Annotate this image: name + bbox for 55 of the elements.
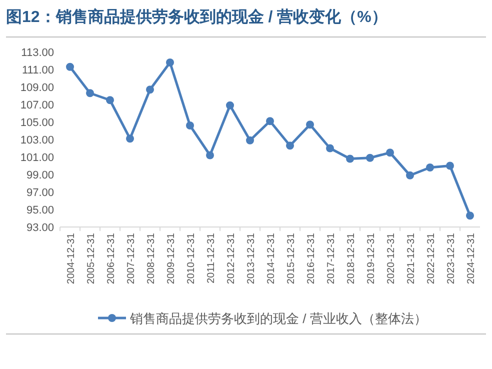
point — [146, 86, 154, 94]
x-tick-label: 2018-12-31 — [346, 232, 357, 284]
x-tick-label: 2024-12-31 — [466, 232, 477, 284]
x-tick-label: 2006-12-31 — [106, 232, 117, 284]
point — [246, 136, 254, 144]
point — [426, 164, 434, 172]
legend-label: 销售商品提供劳务收到的现金 / 营业收入（整体法） — [129, 311, 427, 326]
x-tick-label: 2012-12-31 — [226, 232, 237, 284]
y-tick-label: 113.00 — [21, 47, 54, 59]
point — [406, 171, 414, 180]
y-tick-label: 109.00 — [20, 82, 54, 94]
x-tick-label: 2014-12-31 — [266, 232, 277, 284]
x-tick-label: 2007-12-31 — [126, 232, 137, 284]
point — [386, 148, 394, 157]
x-tick-label: 2004-12-31 — [66, 232, 77, 284]
y-tick-label: 105.00 — [20, 117, 54, 129]
x-tick-label: 2022-12-31 — [426, 232, 437, 284]
point — [266, 117, 274, 126]
point — [66, 62, 74, 71]
point — [86, 89, 94, 98]
point — [326, 144, 334, 152]
point — [306, 120, 314, 129]
y-tick-label: 93.00 — [26, 222, 54, 234]
x-tick-label: 2017-12-31 — [326, 232, 337, 284]
point — [126, 134, 134, 143]
x-tick-label: 2016-12-31 — [306, 232, 317, 284]
x-tick-label: 2013-12-31 — [246, 232, 257, 284]
y-tick-label: 111.00 — [22, 64, 54, 76]
point — [346, 154, 354, 163]
x-tick-label: 2023-12-31 — [446, 232, 457, 284]
y-tick-label: 97.00 — [26, 187, 54, 199]
x-tick-label: 2021-12-31 — [406, 232, 417, 284]
x-tick-label: 2019-12-31 — [366, 232, 377, 284]
point — [106, 96, 114, 104]
y-tick-label: 107.00 — [20, 100, 54, 112]
chart-title: 图12：销售商品提供劳务收到的现金 / 营收变化（%） — [6, 8, 388, 26]
point — [166, 58, 174, 66]
point — [226, 101, 234, 110]
point — [206, 151, 214, 160]
x-tick-label: 2010-12-31 — [186, 232, 197, 284]
y-tick-label: 95.00 — [26, 204, 54, 216]
point — [186, 122, 194, 130]
y-tick-label: 103.00 — [20, 134, 54, 146]
x-tick-label: 2005-12-31 — [86, 232, 97, 284]
point — [446, 162, 454, 170]
point — [286, 142, 294, 150]
point — [466, 212, 474, 220]
y-tick-label: 101.00 — [20, 152, 54, 164]
y-tick-label: 99.00 — [26, 170, 54, 182]
x-tick-label: 2008-12-31 — [146, 232, 157, 284]
x-tick-label: 2020-12-31 — [386, 232, 397, 284]
x-tick-label: 2009-12-31 — [166, 232, 177, 284]
x-tick-label: 2015-12-31 — [286, 232, 297, 284]
point — [366, 154, 374, 162]
x-tick-label: 2011-12-31 — [206, 232, 217, 284]
